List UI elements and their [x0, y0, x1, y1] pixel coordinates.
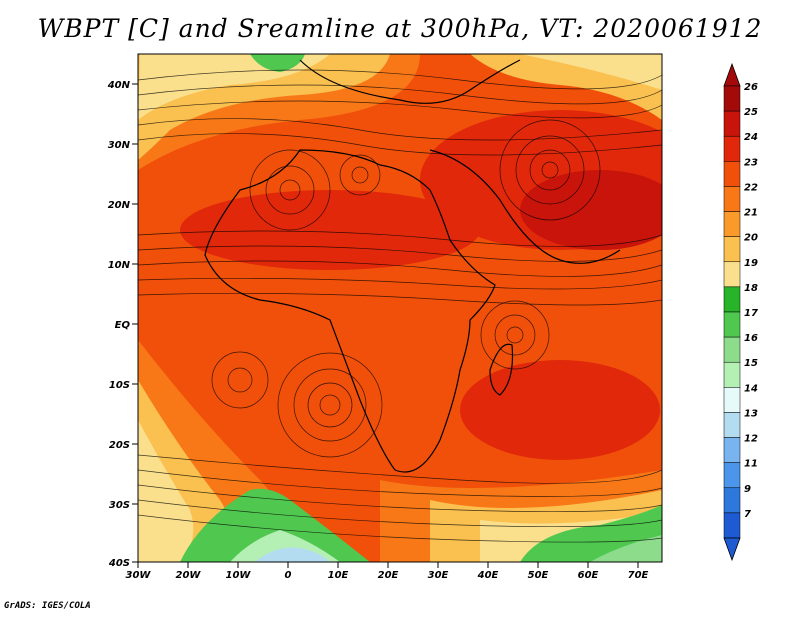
colorbar-swatch — [723, 512, 741, 539]
colorbar-swatch — [723, 437, 741, 463]
lon-label: 10E — [328, 570, 349, 581]
coastlines — [204, 59, 621, 473]
lat-label: 30N — [108, 140, 131, 151]
colorbar-label: 21 — [744, 208, 758, 219]
colorbar-label: 9 — [744, 484, 751, 495]
lon-label: 0 — [285, 570, 292, 581]
colorbar-swatch — [723, 462, 741, 489]
colorbar-swatch — [723, 487, 741, 514]
colorbar-max-arrow — [723, 62, 741, 87]
lat-label: EQ — [115, 320, 131, 331]
colorbar-label: 18 — [744, 283, 758, 294]
colorbar-label: 14 — [744, 383, 758, 394]
colorbar-label: 19 — [744, 258, 758, 269]
lat-label: 30S — [109, 500, 130, 511]
colorbar-swatch — [723, 236, 741, 263]
colorbar-swatch — [723, 361, 741, 388]
colorbar-label: 22 — [744, 182, 758, 193]
colorbar-swatch — [723, 135, 741, 162]
lat-label: 10N — [108, 260, 131, 271]
colorbar-swatch — [723, 161, 741, 187]
lat-label: 20N — [108, 200, 131, 211]
colorbar-label: 7 — [744, 509, 751, 520]
streamlines — [138, 69, 662, 543]
colorbar-label: 15 — [744, 358, 758, 369]
longitude-labels: 30W 20W 10W 0 10E 20E 30E 40E 50E 60E 70… — [126, 570, 649, 581]
lon-label: 70E — [628, 570, 649, 581]
lat-label: 10S — [109, 380, 130, 391]
lon-label: 60E — [578, 570, 599, 581]
colorbar-swatch — [723, 336, 741, 363]
colorbar-swatch — [723, 311, 741, 338]
lon-label: 30W — [126, 570, 152, 581]
colorbar-min-arrow — [723, 537, 741, 562]
colorbar-label: 12 — [744, 434, 758, 445]
colorbar-swatch — [723, 211, 741, 237]
lon-label: 40E — [477, 570, 499, 581]
lon-label: 20W — [176, 570, 202, 581]
page-title: WBPT [C] and Sreamline at 300hPa, VT: 20… — [37, 14, 763, 43]
colorbar-swatch — [723, 186, 741, 212]
colorbar-label: 23 — [744, 157, 758, 168]
colorbar-swatch — [723, 412, 741, 438]
colorbar-swatch — [723, 85, 741, 112]
axis-ticks — [132, 83, 639, 568]
colorbar-swatch — [723, 110, 741, 137]
colorbar-label: 25 — [744, 107, 758, 118]
lon-label: 10W — [226, 570, 252, 581]
lat-label: 20S — [109, 440, 130, 451]
lon-label: 30E — [428, 570, 449, 581]
map-frame — [137, 53, 663, 563]
lon-label: 20E — [378, 570, 399, 581]
colorbar: 26 25 24 23 22 21 20 19 18 17 16 15 14 13 12 11 9 7 — [723, 62, 758, 562]
lat-label: 40N — [107, 80, 131, 91]
temperature-field — [138, 54, 662, 562]
colorbar-label: 20 — [744, 233, 758, 244]
lat-label: 40S — [108, 558, 130, 569]
colorbar-label: 26 — [744, 82, 758, 93]
colorbar-swatch — [723, 261, 741, 288]
colorbar-label: 24 — [744, 132, 758, 143]
colorbar-swatch — [723, 387, 741, 413]
latitude-labels: 40N 30N 20N 10N EQ 10S 20S 30S 40S — [107, 80, 131, 569]
lon-label: 50E — [528, 570, 549, 581]
credit-footer: GrADS: IGES/COLA — [4, 601, 91, 611]
colorbar-label: 16 — [744, 333, 758, 344]
colorbar-label: 13 — [744, 408, 758, 419]
colorbar-label: 17 — [744, 308, 758, 319]
colorbar-swatch — [723, 286, 741, 313]
colorbar-label: 11 — [744, 459, 758, 470]
